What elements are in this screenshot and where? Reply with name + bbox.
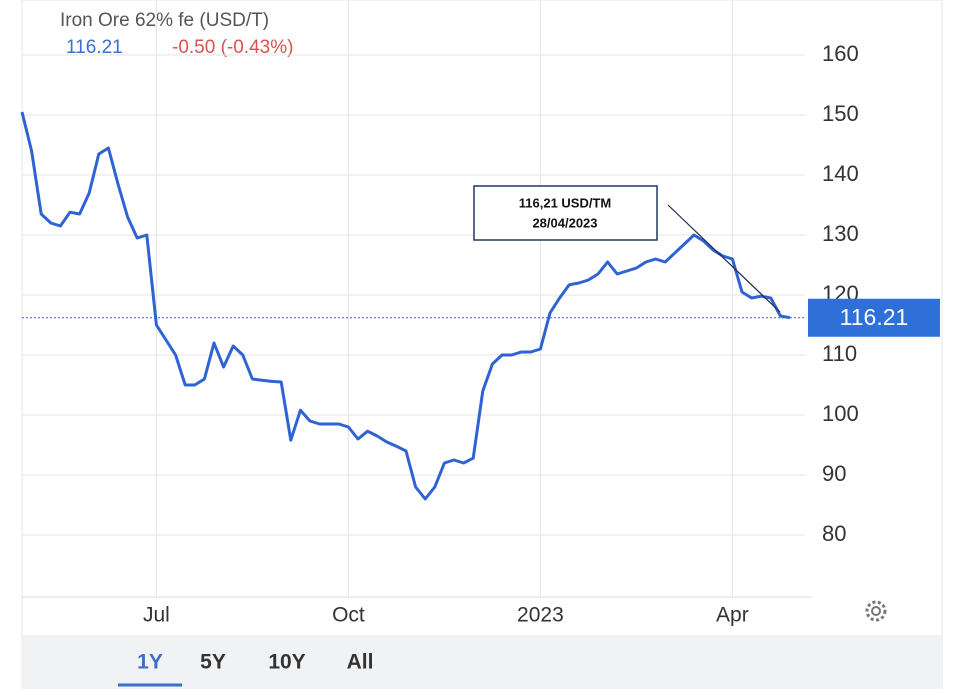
last-value-badge	[808, 298, 940, 337]
annotation-arrow	[667, 204, 781, 313]
y-tick-label: 130	[822, 221, 859, 246]
x-tick-label: Jul	[143, 604, 170, 627]
price-line	[20, 111, 791, 501]
y-tick-label: 140	[822, 161, 859, 186]
annotation-text: 28/04/2023	[532, 215, 597, 230]
settings-icon[interactable]	[865, 600, 887, 622]
x-tick-label: 2023	[517, 604, 564, 627]
price: 116.21	[66, 37, 123, 58]
range-button[interactable]: 10Y	[268, 651, 305, 674]
y-tick-label: 160	[822, 41, 859, 66]
y-tick-label: 110	[822, 341, 857, 366]
range-button[interactable]: 5Y	[200, 651, 226, 674]
chart-title: Iron Ore 62% fe (USD/T)	[60, 10, 269, 31]
x-tick-label: Apr	[716, 604, 749, 627]
range-bar	[22, 635, 942, 688]
y-tick-label: 90	[822, 461, 846, 486]
range-button[interactable]: 1Y	[137, 651, 163, 674]
last-value-label: 116.21	[840, 304, 909, 330]
y-tick-label: 150	[822, 101, 859, 126]
change: -0.50 (-0.43%)	[172, 37, 293, 58]
range-button[interactable]: All	[347, 651, 374, 674]
x-tick-label: Oct	[332, 604, 365, 627]
y-tick-label: 80	[822, 521, 846, 546]
annotation-text: 116,21 USD/TM	[519, 195, 612, 210]
frame	[21, 0, 943, 689]
y-tick-label: 100	[822, 401, 859, 426]
annotation-box	[473, 185, 658, 241]
